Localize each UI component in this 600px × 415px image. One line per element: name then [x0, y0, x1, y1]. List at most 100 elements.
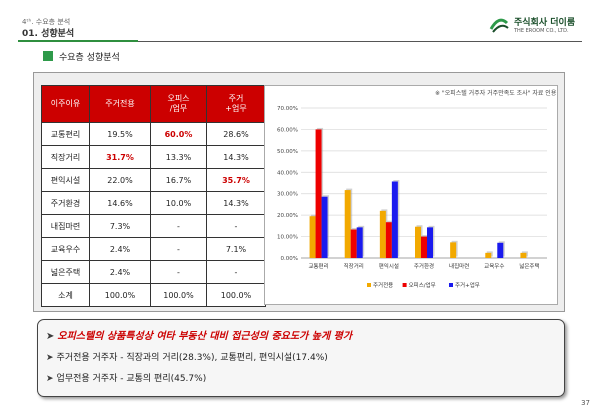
section-title: 01. 성향분석	[22, 29, 75, 39]
logo-name: 주식회사 더이룸	[514, 18, 576, 28]
y-tick-label: 50.00%	[277, 149, 298, 155]
summary-text: 주거전용 거주자 - 직장과의 거리(28.3%), 교통편리, 편익시설(17…	[56, 353, 328, 363]
arrow-bullet-icon: ➤	[46, 374, 54, 384]
header-accent-line	[18, 40, 138, 42]
table-cell: 2.4%	[89, 260, 151, 284]
y-tick-label: 40.00%	[277, 170, 298, 176]
table-cell: -	[150, 260, 207, 284]
bar	[321, 196, 328, 258]
summary-line: ➤ 주거전용 거주자 - 직장과의 거리(28.3%), 교통편리, 편익시설(1…	[46, 350, 328, 363]
bar	[385, 222, 392, 258]
row-label: 직장거리	[41, 145, 90, 169]
legend-swatch	[449, 283, 453, 287]
legend-label: 주거전용	[373, 281, 393, 289]
table-cell: -	[150, 237, 207, 261]
table-cell: 7.3%	[89, 214, 151, 238]
chart-source-note: ※ "오피스텔 거주자 거주만족도 조사" 자료 인용	[435, 90, 557, 97]
table-row: 주거환경 14.6% 10.0% 14.3%	[41, 191, 266, 215]
x-tick-label: 주거환경	[414, 262, 434, 270]
table-cell: 35.7%	[206, 168, 266, 192]
row-label: 소계	[41, 283, 90, 307]
table-cell: 7.1%	[206, 237, 266, 261]
summary-text: 업무전용 거주자 - 교통의 편리(45.7%)	[56, 374, 207, 384]
bar	[421, 236, 427, 258]
table-cell: -	[206, 214, 266, 238]
table-row: 교통편리 19.5% 60.0% 28.6%	[41, 122, 266, 146]
x-tick-label: 직장거리	[344, 262, 364, 270]
page-number: 37	[581, 399, 590, 407]
row-label: 편익시설	[41, 168, 90, 192]
summary-line-emphasis: ➤ 오피스텔의 상품특성상 여타 부동산 대비 접근성의 중요도가 높게 평가	[46, 327, 352, 342]
bar	[315, 129, 322, 258]
logo-mark-icon	[489, 18, 509, 33]
table-cell: 19.5%	[89, 122, 151, 146]
row-label: 넓은주택	[41, 260, 90, 284]
y-tick-label: 30.00%	[277, 192, 298, 198]
table-cell: 100.0%	[150, 283, 207, 307]
y-tick-label: 60.00%	[277, 127, 298, 133]
legend-label: 오피스/업무	[409, 281, 436, 289]
logo-subtitle: THE EROOM CO., LTD.	[514, 28, 569, 34]
row-label: 교통편리	[41, 122, 90, 146]
chart-canvas: 0.00% 10.00% 20.00% 30.00% 40.00% 50.00% 60.00…	[277, 106, 547, 289]
column-header: 주거 +업무	[206, 85, 266, 123]
table-row: 소계 100.0% 100.0% 100.0%	[41, 283, 266, 307]
column-header: 주거전용	[89, 85, 151, 123]
table-cell: -	[206, 260, 266, 284]
x-tick-label: 교통편리	[308, 262, 328, 270]
data-table: 이주이유 주거전용 오피스 /업무 주거 +업무 교통편리 19.5% 60.0% 2…	[41, 85, 266, 307]
table-cell: 14.6%	[89, 191, 151, 215]
content-panel: 이주이유 주거전용 오피스 /업무 주거 +업무 교통편리 19.5% 60.0% 2…	[33, 72, 565, 312]
x-tick-label: 편익시설	[379, 262, 399, 270]
page-title: 수요층 성향분석	[59, 53, 120, 63]
company-logo: 주식회사 더이룸 THE EROOM CO., LTD.	[488, 13, 588, 39]
y-tick-label: 10.00%	[277, 235, 298, 241]
table-row: 내집마련 7.3% - -	[41, 214, 266, 238]
bar	[427, 227, 433, 258]
row-label: 교육우수	[41, 237, 90, 261]
bar	[485, 252, 492, 258]
table-cell: 2.4%	[89, 237, 151, 261]
section-small-title: 4ᵗʰ. 수요층 분석	[22, 18, 71, 26]
x-tick-label: 넓은주택	[519, 262, 539, 270]
table-cell: 31.7%	[89, 145, 151, 169]
column-header: 오피스 /업무	[150, 85, 207, 123]
table-cell: 14.3%	[206, 145, 266, 169]
table-cell: 100.0%	[89, 283, 151, 307]
table-cell: 28.6%	[206, 122, 266, 146]
y-tick-label: 0.00%	[281, 256, 298, 262]
bar	[415, 226, 421, 258]
legend-label: 주거+업무	[455, 281, 480, 289]
table-cell: 100.0%	[206, 283, 266, 307]
table-header-row: 이주이유 주거전용 오피스 /업무 주거 +업무	[41, 85, 266, 123]
legend-swatch	[402, 283, 407, 287]
bar-chart: ※ "오피스텔 거주자 거주만족도 조사" 자료 인용 0.00% 10.00% 2…	[264, 85, 558, 305]
header-divider	[18, 41, 582, 42]
bar	[450, 242, 457, 258]
bar	[350, 229, 357, 258]
bar	[379, 210, 386, 258]
bar	[356, 227, 363, 258]
table-cell: 14.3%	[206, 191, 266, 215]
arrow-bullet-icon: ➤	[46, 331, 55, 342]
x-tick-label: 내집마련	[449, 262, 469, 270]
table-cell: 22.0%	[89, 168, 151, 192]
y-tick-label: 20.00%	[277, 213, 298, 219]
summary-box: ➤ 오피스텔의 상품특성상 여타 부동산 대비 접근성의 중요도가 높게 평가 ➤…	[37, 319, 565, 397]
table-row: 교육우수 2.4% -7.1%	[41, 237, 266, 261]
table-row: 직장거리 31.7% 13.3% 14.3%	[41, 145, 266, 169]
table-cell: 10.0%	[150, 191, 207, 215]
arrow-bullet-icon: ➤	[46, 353, 54, 363]
table-cell: -	[150, 214, 207, 238]
column-header: 이주이유	[41, 85, 90, 123]
bar	[344, 190, 351, 258]
bar	[391, 181, 398, 258]
bar	[497, 242, 504, 258]
bar	[309, 216, 316, 258]
table-row: 편익시설 22.0% 16.7% 35.7%	[41, 168, 266, 192]
row-label: 주거환경	[41, 191, 90, 215]
row-label: 내집마련	[41, 214, 90, 238]
table-cell: 13.3%	[150, 145, 207, 169]
summary-text: 오피스텔의 상품특성상 여타 부동산 대비 접근성의 중요도가 높게 평가	[57, 331, 353, 342]
bar	[520, 252, 527, 258]
